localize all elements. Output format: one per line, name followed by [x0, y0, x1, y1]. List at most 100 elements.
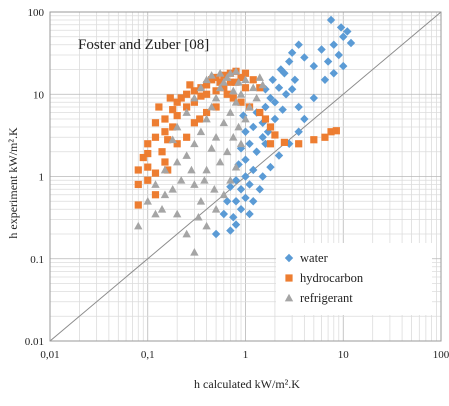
y-tick-label: 100: [28, 7, 45, 19]
data-point-water: [287, 85, 297, 94]
data-point-water: [249, 165, 258, 175]
data-point-hydrocarbon: [144, 149, 152, 158]
y-axis-title: h experiment kW/m².K: [6, 127, 20, 239]
data-point-water: [287, 48, 297, 57]
data-point-hydrocarbon: [332, 127, 340, 135]
data-point-water: [226, 182, 235, 191]
data-point-water: [219, 209, 229, 219]
data-point-refrigerant: [215, 157, 225, 166]
data-point-water: [317, 45, 326, 54]
data-point-water: [258, 172, 267, 181]
data-point-hydrocarbon: [232, 78, 240, 86]
data-point-refrigerant: [168, 135, 177, 144]
data-point-refrigerant: [143, 197, 152, 205]
data-point-hydrocarbon: [266, 123, 275, 131]
data-point-refrigerant: [234, 122, 243, 131]
data-point-water: [343, 27, 352, 36]
data-point-water: [236, 185, 246, 194]
data-point-water: [266, 93, 275, 103]
data-point-hydrocarbon: [327, 128, 335, 136]
data-point-hydrocarbon: [223, 90, 231, 98]
data-point-water: [211, 229, 221, 239]
data-point-hydrocarbon: [261, 115, 270, 123]
data-point-water: [252, 147, 261, 156]
plot-frame: [49, 11, 442, 342]
legend-label-water: water: [300, 251, 329, 265]
data-point-water: [278, 105, 287, 114]
data-point-hydrocarbon: [183, 90, 191, 98]
data-point-hydrocarbon: [151, 133, 160, 141]
data-point-refrigerant: [252, 93, 261, 102]
data-point-refrigerant: [231, 67, 241, 75]
data-point-hydrocarbon: [241, 69, 250, 77]
data-point-refrigerant: [211, 205, 221, 213]
data-point-refrigerant: [187, 165, 196, 174]
data-point-hydrocarbon: [216, 78, 224, 86]
data-point-hydrocarbon: [161, 128, 169, 136]
data-point-refrigerant: [200, 176, 209, 184]
data-point-water: [329, 40, 338, 49]
data-point-water: [270, 98, 280, 107]
data-point-water: [229, 213, 238, 222]
data-point-refrigerant: [151, 180, 160, 188]
data-point-water: [231, 197, 241, 206]
data-point-refrigerant: [207, 144, 216, 152]
data-point-hydrocarbon: [190, 119, 198, 127]
data-point-hydrocarbon: [144, 140, 152, 148]
data-point-hydrocarbon: [139, 153, 147, 162]
data-point-water: [285, 57, 294, 66]
data-point-water: [239, 111, 248, 120]
data-point-refrigerant: [202, 221, 211, 230]
legend-box: [276, 243, 432, 315]
data-point-refrigerant: [234, 78, 243, 86]
data-point-hydrocarbon: [173, 140, 181, 148]
data-point-water: [270, 114, 280, 124]
data-point-refrigerant: [241, 114, 250, 123]
data-point-hydrocarbon: [249, 76, 257, 84]
data-point-hydrocarbon: [169, 106, 177, 114]
data-point-refrigerant: [207, 102, 216, 111]
data-point-hydrocarbon: [196, 115, 204, 123]
data-point-water: [329, 69, 338, 78]
data-point-hydrocarbon: [190, 87, 198, 95]
data-point-refrigerant: [160, 190, 170, 199]
data-point-hydrocarbon: [173, 112, 181, 120]
data-point-water: [245, 209, 254, 219]
data-point-hydrocarbon: [186, 81, 194, 89]
data-point-water: [309, 61, 319, 71]
data-point-water: [258, 133, 267, 142]
legend-symbol-water: [284, 253, 294, 263]
data-point-refrigerant: [172, 122, 182, 131]
data-point-water: [276, 65, 286, 74]
data-point-refrigerant: [258, 80, 267, 89]
data-point-hydrocarbon: [144, 176, 152, 184]
data-point-refrigerant: [182, 229, 191, 238]
data-point-water: [309, 93, 319, 103]
data-point-water: [274, 83, 284, 92]
data-point-hydrocarbon: [134, 180, 142, 189]
data-point-hydrocarbon: [203, 90, 211, 98]
data-point-hydrocarbon: [295, 140, 303, 148]
data-point-water: [334, 50, 343, 60]
data-point-water: [261, 102, 270, 112]
data-point-hydrocarbon: [169, 123, 177, 131]
plot-border: [49, 11, 442, 342]
data-point-refrigerant: [223, 73, 232, 81]
data-point-water: [231, 220, 241, 229]
data-point-refrigerant: [160, 165, 170, 174]
data-point-water: [249, 122, 258, 132]
data-point-hydrocarbon: [161, 158, 169, 166]
data-point-water: [281, 90, 291, 99]
data-point-water: [294, 40, 303, 49]
x-tick-label: 100: [433, 349, 449, 361]
data-point-hydrocarbon: [212, 103, 220, 111]
legend-symbol-hydrocarbon: [285, 274, 293, 282]
data-point-refrigerant: [196, 197, 206, 205]
chart-title: Foster and Zuber [08]: [78, 37, 209, 53]
data-point-water: [241, 193, 250, 203]
data-point-refrigerant: [223, 147, 232, 156]
data-point-water: [346, 38, 356, 48]
data-point-refrigerant: [219, 190, 229, 199]
